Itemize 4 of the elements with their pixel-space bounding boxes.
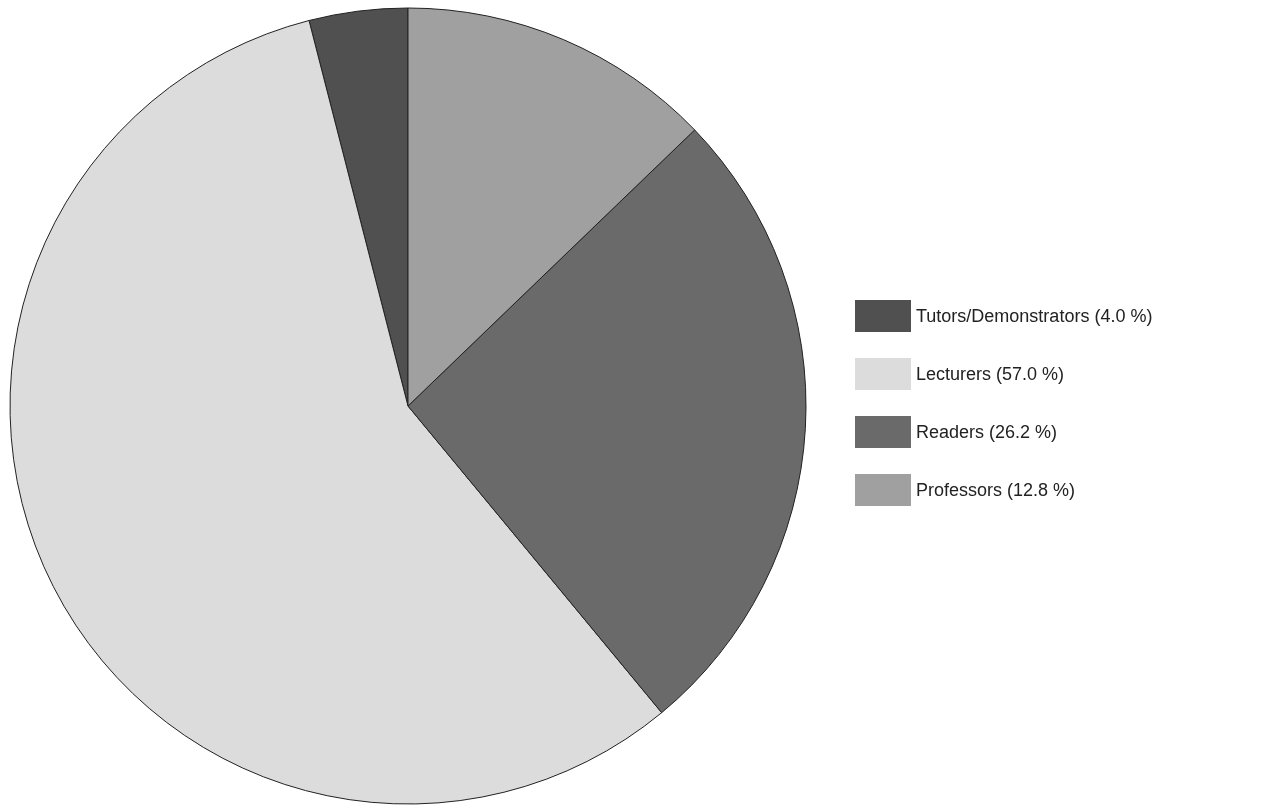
- legend-label: Professors (12.8 %): [916, 480, 1076, 500]
- legend-label: Readers (26.2 %): [916, 422, 1058, 442]
- legend-label: Tutors/Demonstrators (4.0 %): [916, 306, 1153, 326]
- legend-label: Lecturers (57.0 %): [916, 364, 1065, 384]
